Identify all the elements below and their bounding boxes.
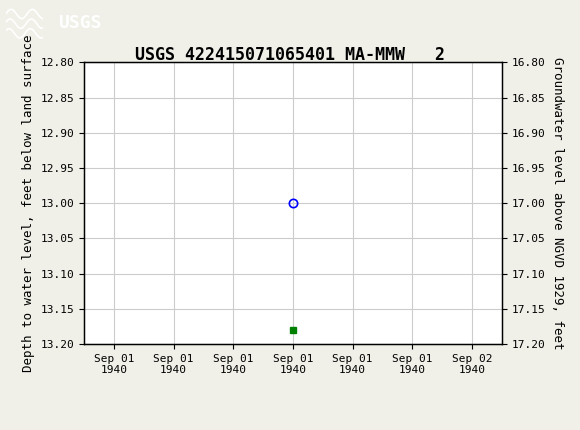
Y-axis label: Groundwater level above NGVD 1929, feet: Groundwater level above NGVD 1929, feet: [551, 57, 564, 350]
Text: USGS 422415071065401 MA-MMW   2: USGS 422415071065401 MA-MMW 2: [135, 46, 445, 64]
Text: USGS: USGS: [58, 14, 102, 31]
Y-axis label: Depth to water level, feet below land surface: Depth to water level, feet below land su…: [22, 34, 35, 372]
